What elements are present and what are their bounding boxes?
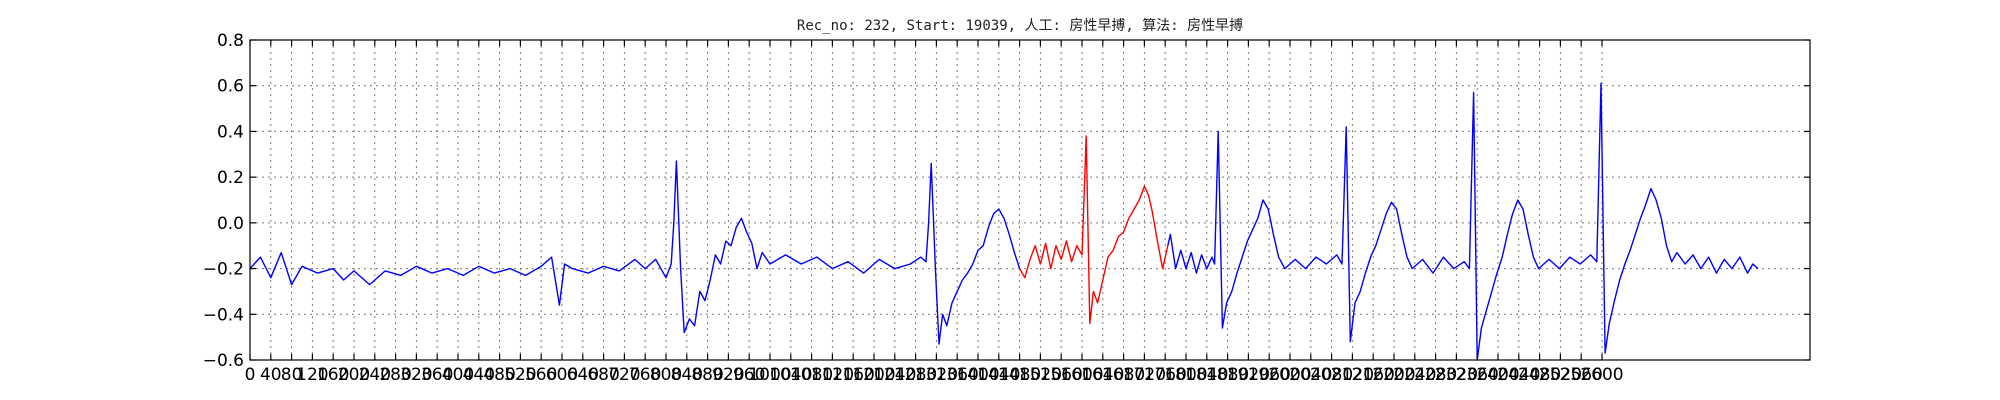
- x-tick-label: 1800: [1164, 365, 1207, 385]
- x-tick-label: 840: [671, 365, 703, 385]
- y-axis: −0.6 −0.4 −0.2 0.0 0.2 0.4 0.6 0.8: [203, 31, 1810, 371]
- x-tick-label: 2240: [1393, 365, 1436, 385]
- x-tick-label: 2200: [1372, 365, 1415, 385]
- x-tick-label: 640: [567, 365, 599, 385]
- x-tick-label: 2120: [1331, 365, 1374, 385]
- x-tick-label: 1960: [1248, 365, 1291, 385]
- x-tick-label: 880: [691, 365, 723, 385]
- x-tick-label: 160: [317, 365, 349, 385]
- x-tick-label: 2320: [1435, 365, 1478, 385]
- x-tick-label: 520: [504, 365, 536, 385]
- y-tick-label: 0.0: [217, 214, 244, 234]
- x-tick-label: 1720: [1123, 365, 1166, 385]
- x-tick-label: 360: [421, 365, 453, 385]
- x-tick-label: 240: [359, 365, 391, 385]
- series-line-3: [1167, 82, 1759, 361]
- y-tick-label: 0.2: [217, 168, 244, 188]
- x-tick-label: 2000: [1268, 365, 1311, 385]
- plot-frame: [249, 39, 1811, 361]
- y-tick-label: −0.6: [203, 351, 244, 371]
- x-tick-label: 400: [442, 365, 474, 385]
- x-tick-label: 120: [296, 365, 328, 385]
- x-tick-label: 2080: [1310, 365, 1353, 385]
- x-tick-label: 0: [245, 365, 256, 385]
- series-layer: [249, 82, 1759, 361]
- x-tick-label: 320: [400, 365, 432, 385]
- x-tick-label: 960: [733, 365, 765, 385]
- x-tick-label: 600: [546, 365, 578, 385]
- x-tick-label: 1320: [915, 365, 958, 385]
- y-tick-label: −0.4: [203, 305, 244, 325]
- x-tick-label: 40: [260, 365, 282, 385]
- x-tick-label: 1840: [1185, 365, 1228, 385]
- x-tick-label: 2400: [1476, 365, 1519, 385]
- x-tick-label: 1880: [1206, 365, 1249, 385]
- x-tick-label: 1120: [811, 365, 854, 385]
- x-tick-label: 560: [525, 365, 557, 385]
- x-tick-label: 2560: [1560, 365, 1603, 385]
- x-tick-label: 1040: [769, 365, 812, 385]
- x-tick-label: 1080: [790, 365, 833, 385]
- x-tick-label: 920: [712, 365, 744, 385]
- x-axis: 0 40 8012016020024028032036040044048052056…: [245, 40, 1624, 385]
- y-tick-label: −0.2: [203, 260, 244, 280]
- x-tick-label: 2440: [1497, 365, 1540, 385]
- x-tick-label: 1520: [1019, 365, 1062, 385]
- x-tick-label: 2600: [1580, 365, 1623, 385]
- x-tick-label: 1240: [873, 365, 916, 385]
- x-tick-label: 760: [629, 365, 661, 385]
- y-tick-label: 0.4: [217, 122, 244, 142]
- x-tick-label: 2040: [1289, 365, 1332, 385]
- y-tick-label: 0.6: [217, 77, 244, 97]
- x-tick-label: 1440: [977, 365, 1020, 385]
- x-tick-label: 1600: [1060, 365, 1103, 385]
- series-line-1: [249, 160, 1021, 345]
- x-tick-label: 1640: [1081, 365, 1124, 385]
- series-line-2: [1018, 135, 1169, 325]
- x-tick-label: 1360: [936, 365, 979, 385]
- x-tick-label: 1280: [894, 365, 937, 385]
- x-tick-label: 1160: [832, 365, 875, 385]
- x-tick-label: 440: [463, 365, 495, 385]
- x-tick-label: 680: [587, 365, 619, 385]
- x-tick-label: 720: [608, 365, 640, 385]
- x-tick-label: 800: [650, 365, 682, 385]
- x-tick-label: 1920: [1227, 365, 1270, 385]
- x-tick-label: 1560: [1040, 365, 1083, 385]
- x-tick-label: 2520: [1539, 365, 1582, 385]
- chart-title: Rec_no: 232, Start: 19039, 人工: 房性早搏, 算法:…: [797, 17, 1243, 34]
- x-tick-label: 200: [338, 365, 370, 385]
- x-tick-label: 2160: [1352, 365, 1395, 385]
- x-tick-label: 1680: [1102, 365, 1145, 385]
- x-tick-label: 280: [379, 365, 411, 385]
- grid-lines: [250, 40, 1810, 360]
- x-tick-label: 1000: [748, 365, 791, 385]
- x-tick-label: 1760: [1144, 365, 1187, 385]
- y-tick-label: 0.8: [217, 31, 244, 51]
- x-tick-label: 1480: [998, 365, 1041, 385]
- x-tick-label: 1200: [852, 365, 895, 385]
- x-tick-label: 2280: [1414, 365, 1457, 385]
- x-tick-label: 80: [281, 365, 303, 385]
- x-tick-label: 1400: [956, 365, 999, 385]
- x-tick-label: 2360: [1456, 365, 1499, 385]
- x-tick-label: 2480: [1518, 365, 1561, 385]
- x-tick-label: 480: [483, 365, 515, 385]
